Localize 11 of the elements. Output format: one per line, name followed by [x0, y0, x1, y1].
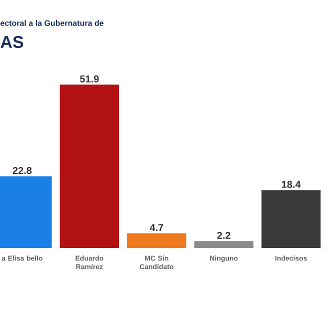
bar: [194, 241, 254, 248]
data-label: 4.7: [150, 224, 164, 232]
data-label: 51.9: [80, 75, 99, 82]
data-label: 18.4: [282, 180, 301, 188]
chart-title: ectoral a la Gubernatura de: [0, 20, 104, 26]
bar: [127, 233, 186, 248]
data-label: 2.2: [217, 232, 230, 239]
bar: [60, 84, 119, 248]
chart-subtitle: AS: [0, 36, 24, 48]
bar: [261, 190, 321, 248]
data-label: 22.8: [12, 166, 32, 174]
